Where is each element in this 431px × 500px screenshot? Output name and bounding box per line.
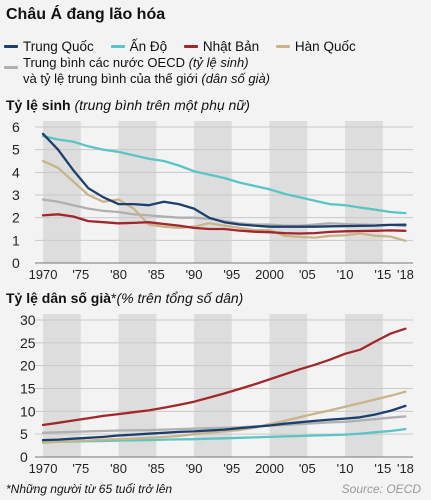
aging-xtick-label: '80 [110,461,127,476]
chart-title: Châu Á đang lão hóa [6,6,166,23]
aging-xtick-label: '10 [337,461,354,476]
fertility-xtick-label: 2000 [255,267,284,282]
aging-xtick-label: '85 [148,461,165,476]
legend-swatch-india [110,45,125,48]
legend-swatch-oecd [4,65,18,69]
legend-item-china: Trung Quốc [4,39,94,54]
aging-band [43,314,81,457]
fertility-xtick-label: '18 [397,267,414,282]
fertility-xtick-label: '95 [223,267,240,282]
aging-band [269,314,308,457]
fertility-series-japan [41,213,407,235]
aging-xtick-label: '75 [72,461,89,476]
legend-oecd-note2: (dân số già) [201,71,271,86]
fertility-title-note: (trung bình trên một phụ nữ) [74,97,250,113]
fertility-ytick-label: 0 [12,255,20,271]
aging-xtick-label: '18 [397,461,414,476]
legend-item-japan: Nhật Bản [183,39,260,54]
fertility-series-korea [41,159,407,242]
aging-ytick-label: 15 [20,381,36,397]
legend-item-korea: Hàn Quốc [275,39,356,54]
fertility-ytick-label: 3 [12,187,20,203]
aging-series-oecd [41,415,407,434]
legend-label-japan: Nhật Bản [202,39,260,54]
legend-label-india: Ấn Độ [129,39,168,54]
fertility-xtick-label: '10 [337,267,354,282]
legend-swatch-korea [275,45,290,48]
fertility-band [345,121,383,263]
fertility-xtick-label: 1970 [29,267,58,282]
aging-band [194,314,232,457]
aging-ytick-label: 5 [20,426,28,442]
aging-xtick-label: '15 [374,461,391,476]
fertility-ytick-label: 1 [12,232,20,248]
fertility-ytick-label: 6 [12,119,20,135]
aging-ytick-label: 10 [20,403,36,419]
legend-item-oecd: Trung bình các nước OECD (tỷ lệ sinh) và … [4,55,270,87]
legend-swatch-japan [183,45,198,48]
aging-ytick-label: 20 [20,358,36,374]
aging-xtick-label: 1970 [29,461,58,476]
legend-row-countries: Trung Quốc Ấn Độ Nhật Bản Hàn Quốc [4,36,369,54]
aging-series-japan [41,327,407,427]
fertility-xtick-label: '90 [186,267,203,282]
fertility-xtick-label: '15 [374,267,391,282]
aging-panel-title: Tỷ lệ dân số già*(% trên tổng số dân) [6,290,243,306]
fertility-chart: 0 1 2 3 4 5 6 1970 '75 '80 '85 '90 '95 2000 '05 '10 '15 '… [12,119,414,282]
aging-title-main: Tỷ lệ dân số già [6,290,112,306]
aging-ytick-label: 0 [20,449,28,465]
aging-xtick-label: '95 [223,461,240,476]
aging-series-india [41,427,407,444]
fertility-ytick-label: 4 [12,164,20,180]
source-note: Source: OECD [341,482,421,496]
legend-label-china: Trung Quốc [23,39,94,54]
legend-oecd-line2: và tỷ lệ trung bình của thế giới [23,71,202,86]
legend-oecd-note1: (tỷ lệ sinh) [188,55,249,70]
fertility-band [118,121,157,263]
fertility-ytick-label: 5 [12,142,20,158]
aging-ytick-label: 25 [20,335,36,351]
legend-oecd-line1: Trung bình các nước OECD [23,55,189,70]
aging-series-china [41,404,407,442]
aging-chart: 0 5 10 15 20 25 30 1970 '75 '80 '85 '90 '95 2000 '05 '1… [20,312,414,476]
aging-ytick-label: 30 [20,312,36,328]
aging-series-korea [41,390,407,444]
fertility-series-china [41,132,407,228]
aging-xtick-label: '90 [186,461,203,476]
fertility-band [194,121,232,263]
fertility-xtick-label: '75 [72,267,89,282]
legend-label-korea: Hàn Quốc [294,39,356,54]
legend-swatch-china [4,45,18,48]
fertility-title-main: Tỷ lệ sinh [6,97,71,113]
fertility-xtick-label: '80 [110,267,127,282]
aging-xtick-label: 2000 [255,461,284,476]
fertility-xtick-label: '05 [299,267,316,282]
legend-label-oecd: Trung bình các nước OECD (tỷ lệ sinh) và … [23,55,270,87]
fertility-series-india [41,134,407,215]
fertility-band [43,121,81,263]
fertility-panel-title: Tỷ lệ sinh (trung bình trên một phụ nữ) [6,97,250,113]
aging-band [345,314,383,457]
aging-title-note: (% trên tổng số dân) [116,290,244,306]
fertility-xtick-label: '85 [148,267,165,282]
footnote: *Những người từ 65 tuổi trở lên [6,482,173,496]
legend-item-india: Ấn Độ [110,39,168,54]
fertility-ytick-label: 2 [12,210,20,226]
aging-title-star: * [111,290,117,306]
aging-xtick-label: '05 [299,461,316,476]
